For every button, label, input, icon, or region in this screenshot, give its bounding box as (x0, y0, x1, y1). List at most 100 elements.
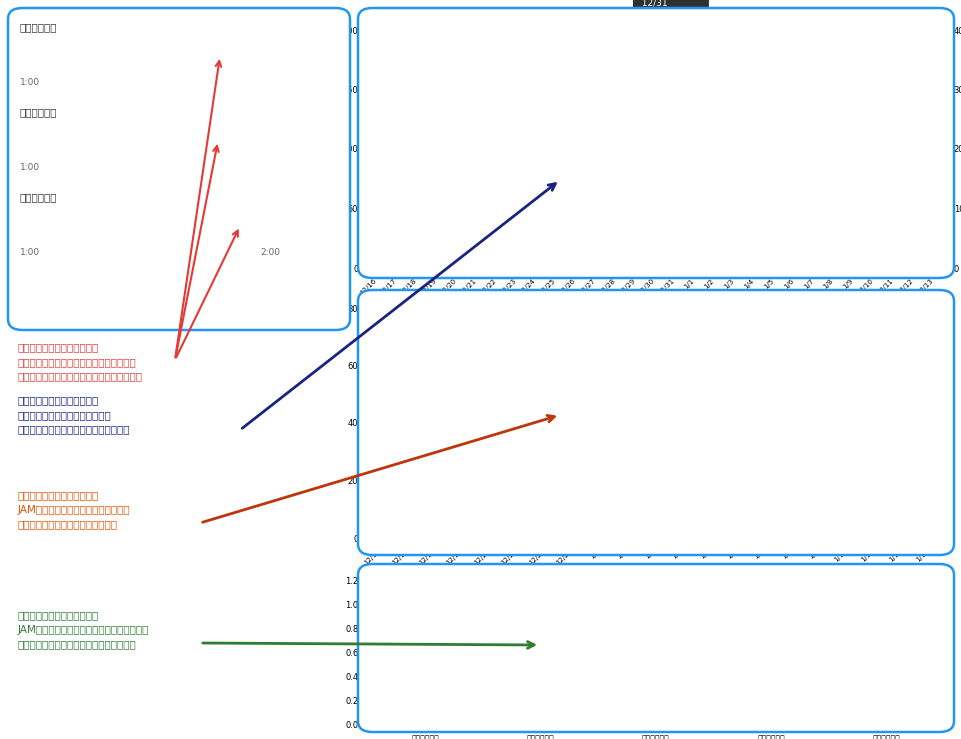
Bar (768, 250, 781, 268)
Bar (530, 225, 543, 249)
Bar (391, 220, 404, 224)
Bar (33, 212, 45, 239)
Bar (866, 533, 883, 534)
Bar (609, 208, 622, 212)
Bar (629, 214, 642, 218)
Bar (592, 533, 609, 534)
Bar (907, 249, 920, 268)
Bar (921, 533, 938, 534)
Bar (391, 250, 404, 268)
Bar (907, 228, 920, 249)
Bar (132, 212, 144, 239)
Bar (647, 532, 664, 534)
Text: カーソルをバーに合わせると
JAMやエラー発生率がポップアップ表示され
全国平均エラー発生率との対比もできます: カーソルをバーに合わせると JAMやエラー発生率がポップアップ表示され 全国平均… (18, 610, 149, 650)
Bar (455, 524, 473, 525)
Bar (373, 534, 390, 538)
Bar (807, 222, 821, 228)
Bar (783, 533, 801, 534)
Bar (866, 532, 883, 533)
Bar (615, 718, 696, 720)
Bar (921, 532, 938, 533)
Bar (297, 127, 308, 154)
Bar (748, 247, 761, 268)
Bar (649, 191, 662, 232)
Bar (431, 253, 444, 268)
Bar (195, 42, 206, 69)
Bar (153, 127, 163, 154)
Text: Jam
01:39 〜 01:40: Jam 01:39 〜 01:40 (221, 130, 289, 151)
Bar (82, 42, 92, 69)
Bar (756, 526, 774, 538)
Bar (373, 532, 390, 534)
Bar (926, 231, 940, 235)
Bar (373, 531, 390, 532)
Bar (647, 529, 664, 531)
Bar (730, 720, 811, 721)
Bar (564, 509, 582, 538)
Bar (20, 127, 31, 154)
Bar (428, 533, 445, 534)
Bar (31, 42, 40, 69)
Bar (589, 199, 603, 205)
Text: 2:00: 2:00 (259, 248, 280, 257)
Bar (838, 532, 856, 534)
Bar (428, 532, 445, 533)
Bar (317, 212, 330, 239)
Bar (231, 212, 243, 239)
Bar (926, 253, 940, 268)
Bar (410, 225, 424, 230)
Bar (384, 718, 465, 719)
Bar (288, 42, 299, 69)
Bar (609, 212, 622, 242)
Text: カーソルをバーに合わせると
JAMやエラーがポップアップ表示され
その内容や回数を詳しく表示します: カーソルをバーに合わせると JAMやエラーがポップアップ表示され その内容や回数… (18, 490, 131, 530)
Bar (674, 537, 692, 538)
Bar (783, 534, 801, 535)
Text: 稼働実績: 稼働実績 (368, 16, 396, 29)
Bar (157, 212, 168, 239)
Bar (564, 500, 582, 509)
Text: Error
02:01 〜 02:01: Error 02:01 〜 02:01 (252, 215, 320, 236)
Bar (206, 42, 216, 69)
Bar (371, 230, 384, 253)
Bar (451, 247, 463, 268)
Bar (112, 42, 123, 69)
Bar (57, 212, 69, 239)
Bar (838, 531, 856, 532)
Text: 1.0%（全国平均エラー発生率）: 1.0%（全国平均エラー発生率） (575, 593, 655, 602)
Bar (292, 212, 305, 239)
Bar (97, 127, 109, 154)
Bar (615, 720, 696, 725)
Bar (846, 720, 925, 725)
Bar (887, 250, 899, 268)
Bar (92, 42, 103, 69)
Bar (371, 253, 384, 268)
Bar (811, 537, 828, 538)
Bar (400, 528, 418, 530)
Bar (175, 127, 185, 154)
Bar (748, 217, 761, 220)
Bar (86, 127, 97, 154)
Bar (564, 491, 582, 500)
Bar (400, 530, 418, 532)
Bar (144, 42, 154, 69)
Bar (589, 238, 603, 268)
Text: 1:00: 1:00 (20, 78, 40, 87)
Bar (921, 534, 938, 535)
Bar (649, 232, 662, 268)
Bar (82, 212, 94, 239)
Bar (181, 212, 193, 239)
Bar (131, 127, 141, 154)
Bar (193, 212, 206, 239)
Text: カーソルをバーに合わせると
その内容が分単位でポップアップ表示され
機械がいつどんな状態であったかわかります: カーソルをバーに合わせると その内容が分単位でポップアップ表示され 機械がいつど… (18, 342, 143, 381)
Text: ジャム・エラー発生数: ジャム・エラー発生数 (368, 294, 437, 307)
Bar (62, 42, 71, 69)
Bar (482, 532, 500, 534)
Bar (500, 719, 580, 721)
Bar (482, 534, 500, 538)
Bar (216, 42, 227, 69)
Bar (40, 42, 51, 69)
Bar (688, 262, 702, 268)
Bar (428, 534, 445, 535)
Text: 新聞給紙部
合計: 0.07%
新聞給紙部紙詰まり: 0.05%
新聞横搬送路紙詰まり: 0.01%
新聞厚み検知エラー(薄い): 0%
新聞空送り: 0%: 新聞給紙部 合計: 0.07% 新聞給紙部紙詰まり: 0.05% 新聞横搬送路紙… (429, 599, 622, 715)
Bar (838, 534, 856, 538)
